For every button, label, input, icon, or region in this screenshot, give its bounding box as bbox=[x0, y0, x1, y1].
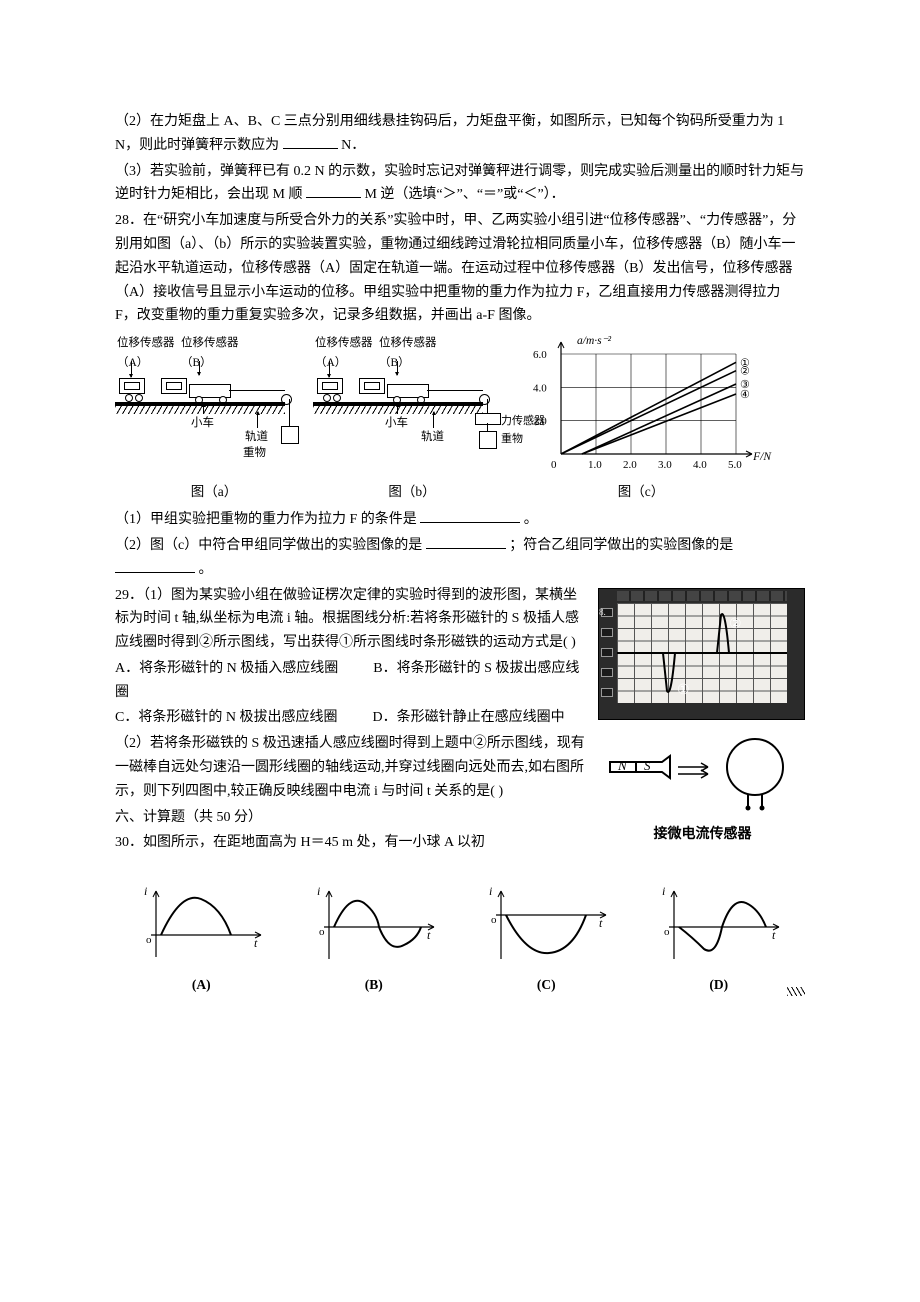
q28-blank2a bbox=[426, 534, 506, 549]
q28-blank2b bbox=[115, 558, 195, 573]
svg-text:t: t bbox=[772, 928, 776, 942]
lbl-sensorA-b: 位移传感器 （A） bbox=[315, 334, 373, 373]
scope-mark2: ② bbox=[729, 613, 742, 637]
svg-text:N: N bbox=[617, 758, 628, 773]
svg-text:0: 0 bbox=[551, 459, 557, 471]
q29-magnet-fig: N S 接微电流传感器 bbox=[600, 734, 805, 847]
q29-block: 8. ② ① 29．（1）图为某实验小组在做验证楞次定律的实验时得到的波形图，某… bbox=[115, 584, 805, 858]
q27-p3b: M 逆（选填“＞”、“＝”或“＜”）． bbox=[364, 187, 564, 202]
curve-A-label: (A) bbox=[136, 974, 266, 997]
svg-text:2.0: 2.0 bbox=[623, 459, 637, 471]
svg-text:2.0: 2.0 bbox=[533, 416, 547, 428]
page-root: （2）在力矩盘上 A、B、C 三点分别用细线悬挂钩码后，力矩盘平衡，如图所示，已… bbox=[0, 0, 920, 1065]
curve-D: i t o (D) bbox=[654, 885, 784, 997]
force-sensor-b bbox=[475, 413, 501, 425]
q28-q2: （2）图（c）中符合甲组同学做出的实验图像的是 ；符合乙组同学做出的实验图像的是… bbox=[115, 534, 805, 582]
fig-captions: 图（a） 图（b） 图（c） bbox=[115, 481, 805, 504]
curve-D-label: (D) bbox=[654, 974, 784, 997]
q27-blank-reading bbox=[283, 134, 338, 149]
sensorA-box-a bbox=[119, 378, 145, 394]
curve-C-label: (C) bbox=[481, 974, 611, 997]
svg-text:i: i bbox=[489, 885, 492, 898]
lbl-cart-a: 小车 bbox=[191, 414, 214, 434]
q27-blank-compare bbox=[306, 183, 361, 198]
svg-text:5.0: 5.0 bbox=[728, 459, 742, 471]
svg-text:o: o bbox=[491, 914, 497, 926]
arrow-a-B bbox=[199, 361, 200, 375]
chart-c: 2.04.06.01.02.03.04.05.00①②③④ a/m·s⁻² F/… bbox=[511, 334, 771, 479]
lbl-sensorB-b: 位移传感器 （B） bbox=[379, 334, 437, 373]
svg-text:6.0: 6.0 bbox=[533, 349, 547, 361]
svg-text:o: o bbox=[664, 926, 670, 938]
q28-q1: （1）甲组实验把重物的重力作为拉力 F 的条件是 。 bbox=[115, 508, 805, 532]
lbl-sensorA-a: 位移传感器 （A） bbox=[117, 334, 175, 373]
curves-row: i t o (A) i t o (B) bbox=[115, 885, 805, 997]
diagram-b: 位移传感器 （A） 位移传感器 （B） 小车 轨道 bbox=[313, 334, 503, 454]
svg-text:S: S bbox=[644, 758, 651, 773]
svg-text:i: i bbox=[144, 885, 147, 898]
cap-c: 图（c） bbox=[511, 481, 771, 504]
q27-p2-text: （2）在力矩盘上 A、B、C 三点分别用细线悬挂钩码后，力矩盘平衡，如图所示，已… bbox=[115, 114, 784, 153]
svg-text:3.0: 3.0 bbox=[658, 459, 672, 471]
curve-B: i t o (B) bbox=[309, 885, 439, 997]
lbl-sensorB-a: 位移传感器 （B） bbox=[181, 334, 239, 373]
svg-text:i: i bbox=[662, 885, 665, 898]
cap-b: 图（b） bbox=[313, 481, 511, 504]
q27-p2-unit: N． bbox=[341, 138, 365, 153]
q29-optC: C．将条形磁针的 N 极拔出感应线圈 bbox=[115, 710, 337, 725]
svg-text:1.0: 1.0 bbox=[588, 459, 602, 471]
curve-A: i t o (A) bbox=[136, 885, 266, 997]
svg-text:t: t bbox=[599, 916, 603, 930]
svg-text:④: ④ bbox=[740, 389, 750, 401]
ground-hatch-icon bbox=[787, 987, 805, 996]
scope-mark1: ① bbox=[677, 679, 690, 703]
curve-B-label: (B) bbox=[309, 974, 439, 997]
svg-text:4.0: 4.0 bbox=[693, 459, 707, 471]
q28-intro: 28．在“研究小车加速度与所受合外力的关系”实验中时，甲、乙两实验小组引进“位移… bbox=[115, 209, 805, 328]
q29-scope: 8. ② ① bbox=[598, 588, 805, 720]
svg-text:t: t bbox=[254, 936, 258, 950]
diagram-a: 位移传感器 （A） 位移传感器 （B） 小车 轨道 重物 bbox=[115, 334, 305, 454]
svg-text:t: t bbox=[427, 928, 431, 942]
q27-part3: （3）若实验前，弹簧秤已有 0.2 N 的示数，实验时忘记对弹簧秤进行调零，则完… bbox=[115, 160, 805, 208]
chart-xlabel: F/N bbox=[753, 448, 771, 468]
cap-a: 图（a） bbox=[115, 481, 313, 504]
pulley-a bbox=[281, 394, 292, 405]
lbl-weight-a: 重物 bbox=[243, 444, 266, 464]
svg-text:o: o bbox=[319, 926, 325, 938]
q28-figures: 位移传感器 （A） 位移传感器 （B） 小车 轨道 重物 bbox=[115, 334, 805, 504]
svg-text:②: ② bbox=[740, 366, 750, 378]
svg-text:i: i bbox=[317, 885, 320, 898]
weight-a bbox=[281, 426, 299, 444]
chart-ylabel: a/m·s⁻² bbox=[577, 332, 611, 352]
svg-text:o: o bbox=[146, 934, 152, 946]
q29-optA: A．将条形磁针的 N 极插入感应线圈 bbox=[115, 661, 338, 676]
sensorB-box-a bbox=[161, 378, 187, 394]
svg-text:4.0: 4.0 bbox=[533, 383, 547, 395]
arrow-a-A bbox=[131, 361, 132, 377]
q29-optD: D．条形磁针静止在感应线圈中 bbox=[372, 710, 564, 725]
curve-C: i t o (C) bbox=[481, 885, 611, 997]
magnet-caption: 接微电流传感器 bbox=[600, 823, 805, 847]
q27-part2: （2）在力矩盘上 A、B、C 三点分别用细线悬挂钩码后，力矩盘平衡，如图所示，已… bbox=[115, 110, 805, 158]
q28-blank1 bbox=[420, 508, 520, 523]
